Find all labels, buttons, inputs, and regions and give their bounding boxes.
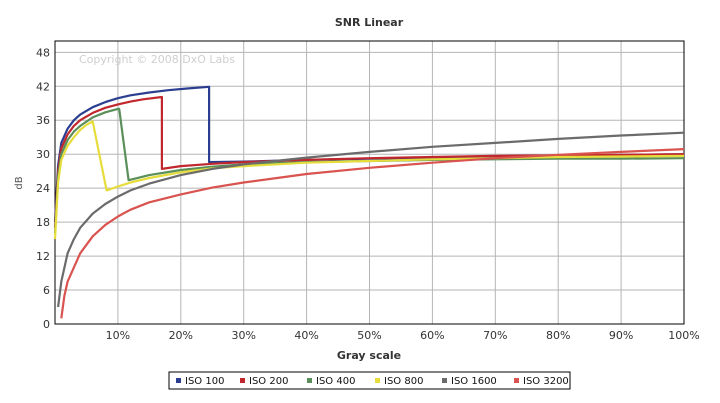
legend-label: ISO 400 (316, 376, 355, 387)
legend-label: ISO 800 (384, 376, 423, 387)
x-tick-label: 50% (357, 329, 381, 342)
legend-label: ISO 1600 (451, 376, 497, 387)
y-axis-ticks: 0 6 12 18 24 30 36 42 48 (36, 46, 50, 331)
chart-title: SNR Linear (335, 16, 404, 29)
legend-swatch (307, 378, 312, 383)
legend: ISO 100 ISO 200 ISO 400 ISO 800 ISO 1600 ISO … (176, 376, 569, 387)
legend-swatch (375, 378, 380, 383)
plot-area (54, 40, 685, 325)
legend-swatch (514, 378, 519, 383)
legend-swatch (240, 378, 245, 383)
y-tick-label: 18 (36, 216, 50, 229)
x-tick-label: 80% (546, 329, 570, 342)
series-line-iso-3200 (60, 148, 685, 319)
x-tick-label: 60% (420, 329, 444, 342)
y-tick-label: 24 (36, 182, 50, 195)
x-tick-label: 30% (231, 329, 255, 342)
series-line-iso-800 (53, 120, 685, 240)
series-line-iso-200 (53, 95, 685, 228)
legend-swatch (442, 378, 447, 383)
x-axis-label: Gray scale (337, 349, 401, 362)
legend-label: ISO 100 (185, 376, 224, 387)
y-tick-label: 0 (43, 318, 50, 331)
y-tick-label: 42 (36, 80, 50, 93)
legend-label: ISO 200 (249, 376, 288, 387)
x-tick-label: 10% (106, 329, 130, 342)
x-tick-label: 70% (483, 329, 507, 342)
y-tick-label: 48 (36, 46, 50, 59)
y-axis-label: dB (14, 176, 25, 189)
legend-label: ISO 3200 (523, 376, 569, 387)
legend-box (168, 371, 571, 390)
x-tick-label: 40% (294, 329, 318, 342)
series-lines (53, 85, 685, 319)
legend-swatch (176, 378, 181, 383)
y-tick-label: 12 (36, 250, 50, 263)
y-tick-label: 36 (36, 114, 50, 127)
y-tick-label: 6 (43, 284, 50, 297)
x-tick-label: 90% (609, 329, 633, 342)
y-tick-label: 30 (36, 148, 50, 161)
x-tick-label: 100% (668, 329, 699, 342)
x-axis-ticks: 10% 20% 30% 40% 50% 60% 70% 80% 90% 100% (106, 329, 700, 342)
x-tick-label: 20% (169, 329, 193, 342)
series-line-iso-1600 (57, 131, 685, 308)
copyright-watermark: Copyright © 2008 DxO Labs (79, 53, 235, 66)
